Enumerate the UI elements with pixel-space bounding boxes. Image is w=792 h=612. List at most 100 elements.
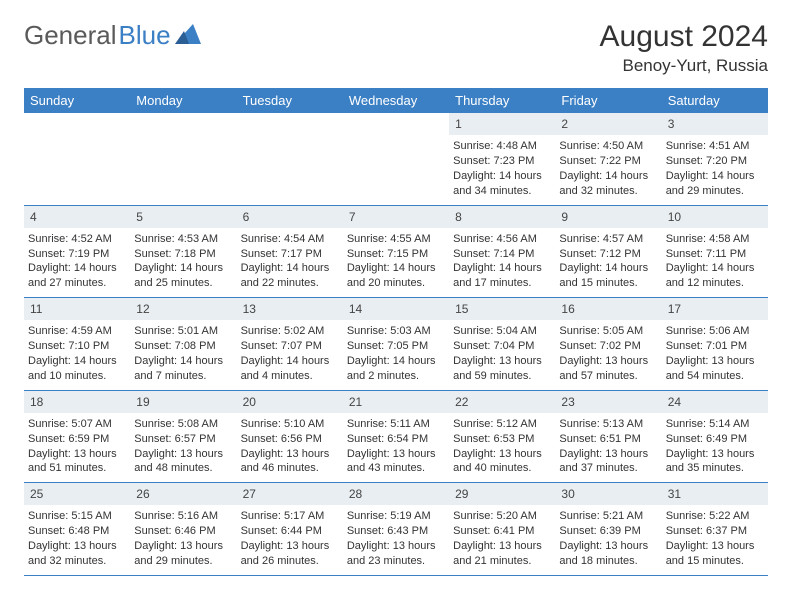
daynum-row: 45678910	[24, 205, 768, 228]
day-number-cell: 22	[449, 390, 555, 413]
day-detail-cell: Sunrise: 5:03 AMSunset: 7:05 PMDaylight:…	[343, 320, 449, 390]
day-number-cell: 28	[343, 483, 449, 506]
day-number-cell: 15	[449, 298, 555, 321]
daylight-line: Daylight: 14 hours and 10 minutes.	[28, 354, 126, 384]
day-number-cell: 19	[130, 390, 236, 413]
day-detail-cell: Sunrise: 5:17 AMSunset: 6:44 PMDaylight:…	[237, 505, 343, 575]
sunset-line: Sunset: 7:14 PM	[453, 247, 551, 262]
sunset-line: Sunset: 6:37 PM	[666, 524, 764, 539]
day-detail-cell: Sunrise: 4:53 AMSunset: 7:18 PMDaylight:…	[130, 228, 236, 298]
sunset-line: Sunset: 6:41 PM	[453, 524, 551, 539]
sunset-line: Sunset: 7:01 PM	[666, 339, 764, 354]
calendar-table: SundayMondayTuesdayWednesdayThursdayFrid…	[24, 88, 768, 576]
day-detail-cell: Sunrise: 4:50 AMSunset: 7:22 PMDaylight:…	[555, 135, 661, 205]
sunrise-line: Sunrise: 5:07 AM	[28, 417, 126, 432]
day-detail-cell: Sunrise: 5:07 AMSunset: 6:59 PMDaylight:…	[24, 413, 130, 483]
detail-row: Sunrise: 4:59 AMSunset: 7:10 PMDaylight:…	[24, 320, 768, 390]
sunset-line: Sunset: 6:57 PM	[134, 432, 232, 447]
sunrise-line: Sunrise: 4:54 AM	[241, 232, 339, 247]
day-detail-cell	[130, 135, 236, 205]
sunset-line: Sunset: 7:18 PM	[134, 247, 232, 262]
day-number-cell: 29	[449, 483, 555, 506]
daylight-line: Daylight: 13 hours and 51 minutes.	[28, 447, 126, 477]
daylight-line: Daylight: 13 hours and 21 minutes.	[453, 539, 551, 569]
sunset-line: Sunset: 6:59 PM	[28, 432, 126, 447]
day-number-cell: 8	[449, 205, 555, 228]
sunset-line: Sunset: 7:20 PM	[666, 154, 764, 169]
day-number-cell: 21	[343, 390, 449, 413]
day-number-cell	[24, 113, 130, 135]
day-number-cell: 12	[130, 298, 236, 321]
day-number-cell: 25	[24, 483, 130, 506]
sunset-line: Sunset: 6:53 PM	[453, 432, 551, 447]
sunset-line: Sunset: 6:51 PM	[559, 432, 657, 447]
sunset-line: Sunset: 6:46 PM	[134, 524, 232, 539]
sunrise-line: Sunrise: 4:57 AM	[559, 232, 657, 247]
sunset-line: Sunset: 7:23 PM	[453, 154, 551, 169]
sunrise-line: Sunrise: 5:16 AM	[134, 509, 232, 524]
daynum-row: 25262728293031	[24, 483, 768, 506]
day-header: Wednesday	[343, 88, 449, 113]
day-detail-cell: Sunrise: 5:11 AMSunset: 6:54 PMDaylight:…	[343, 413, 449, 483]
sunrise-line: Sunrise: 4:56 AM	[453, 232, 551, 247]
day-number-cell: 1	[449, 113, 555, 135]
day-number-cell: 31	[662, 483, 768, 506]
sunrise-line: Sunrise: 4:53 AM	[134, 232, 232, 247]
day-number-cell: 17	[662, 298, 768, 321]
detail-row: Sunrise: 4:48 AMSunset: 7:23 PM Daylight:…	[24, 135, 768, 205]
sunset-line: Sunset: 7:12 PM	[559, 247, 657, 262]
daylight-line: Daylight: 13 hours and 15 minutes.	[666, 539, 764, 569]
detail-row: Sunrise: 5:07 AMSunset: 6:59 PMDaylight:…	[24, 413, 768, 483]
sunset-line: Sunset: 7:10 PM	[28, 339, 126, 354]
sunrise-line: Sunrise: 5:13 AM	[559, 417, 657, 432]
daylight-line: Daylight: 14 hours and 20 minutes.	[347, 261, 445, 291]
sunset-line: Sunset: 6:54 PM	[347, 432, 445, 447]
sunset-line: Sunset: 7:07 PM	[241, 339, 339, 354]
day-detail-cell: Sunrise: 5:08 AMSunset: 6:57 PMDaylight:…	[130, 413, 236, 483]
day-detail-cell: Sunrise: 5:22 AMSunset: 6:37 PMDaylight:…	[662, 505, 768, 575]
month-title: August 2024	[600, 20, 768, 54]
sunrise-line: Sunrise: 5:21 AM	[559, 509, 657, 524]
daylight-line: Daylight: 13 hours and 35 minutes.	[666, 447, 764, 477]
logo-text-blue: Blue	[119, 20, 171, 51]
sunrise-line: Sunrise: 4:52 AM	[28, 232, 126, 247]
day-number-cell: 11	[24, 298, 130, 321]
logo-text-general: General	[24, 20, 117, 51]
day-detail-cell: Sunrise: 5:06 AMSunset: 7:01 PMDaylight:…	[662, 320, 768, 390]
day-number-cell: 2	[555, 113, 661, 135]
daylight-line: Daylight: 14 hours and 32 minutes.	[559, 169, 657, 199]
sunset-line: Sunset: 6:44 PM	[241, 524, 339, 539]
day-number-cell: 10	[662, 205, 768, 228]
location-label: Benoy-Yurt, Russia	[600, 56, 768, 76]
sunrise-line: Sunrise: 4:48 AM	[453, 139, 551, 154]
day-header: Monday	[130, 88, 236, 113]
daylight-line: Daylight: 13 hours and 48 minutes.	[134, 447, 232, 477]
sunrise-line: Sunrise: 5:06 AM	[666, 324, 764, 339]
day-number-cell: 9	[555, 205, 661, 228]
daylight-line: Daylight: 14 hours and 25 minutes.	[134, 261, 232, 291]
sunrise-line: Sunrise: 5:22 AM	[666, 509, 764, 524]
daylight-line: Daylight: 13 hours and 26 minutes.	[241, 539, 339, 569]
day-number-cell: 4	[24, 205, 130, 228]
day-detail-cell: Sunrise: 5:21 AMSunset: 6:39 PMDaylight:…	[555, 505, 661, 575]
day-detail-cell: Sunrise: 5:16 AMSunset: 6:46 PMDaylight:…	[130, 505, 236, 575]
calendar-body: 123Sunrise: 4:48 AMSunset: 7:23 PMDaylig…	[24, 113, 768, 575]
daylight-line: Daylight: 13 hours and 29 minutes.	[134, 539, 232, 569]
daylight-line: Daylight: 13 hours and 43 minutes.	[347, 447, 445, 477]
day-number-cell: 24	[662, 390, 768, 413]
day-number-cell: 3	[662, 113, 768, 135]
page-header: GeneralBlue August 2024 Benoy-Yurt, Russ…	[24, 20, 768, 76]
daylight-line: Daylight: 14 hours and 7 minutes.	[134, 354, 232, 384]
sunset-line: Sunset: 7:11 PM	[666, 247, 764, 262]
daylight-line: Daylight: 14 hours and 4 minutes.	[241, 354, 339, 384]
daylight-line: Daylight: 14 hours and 22 minutes.	[241, 261, 339, 291]
sunrise-line: Sunrise: 5:19 AM	[347, 509, 445, 524]
daylight-line: Daylight: 14 hours and 17 minutes.	[453, 261, 551, 291]
daylight-line: Daylight: 14 hours and 12 minutes.	[666, 261, 764, 291]
sunset-line: Sunset: 7:15 PM	[347, 247, 445, 262]
sunrise-line: Sunrise: 5:10 AM	[241, 417, 339, 432]
sunset-line: Sunset: 7:17 PM	[241, 247, 339, 262]
day-number-cell: 13	[237, 298, 343, 321]
daylight-line: Daylight: 13 hours and 57 minutes.	[559, 354, 657, 384]
day-detail-cell	[343, 135, 449, 205]
